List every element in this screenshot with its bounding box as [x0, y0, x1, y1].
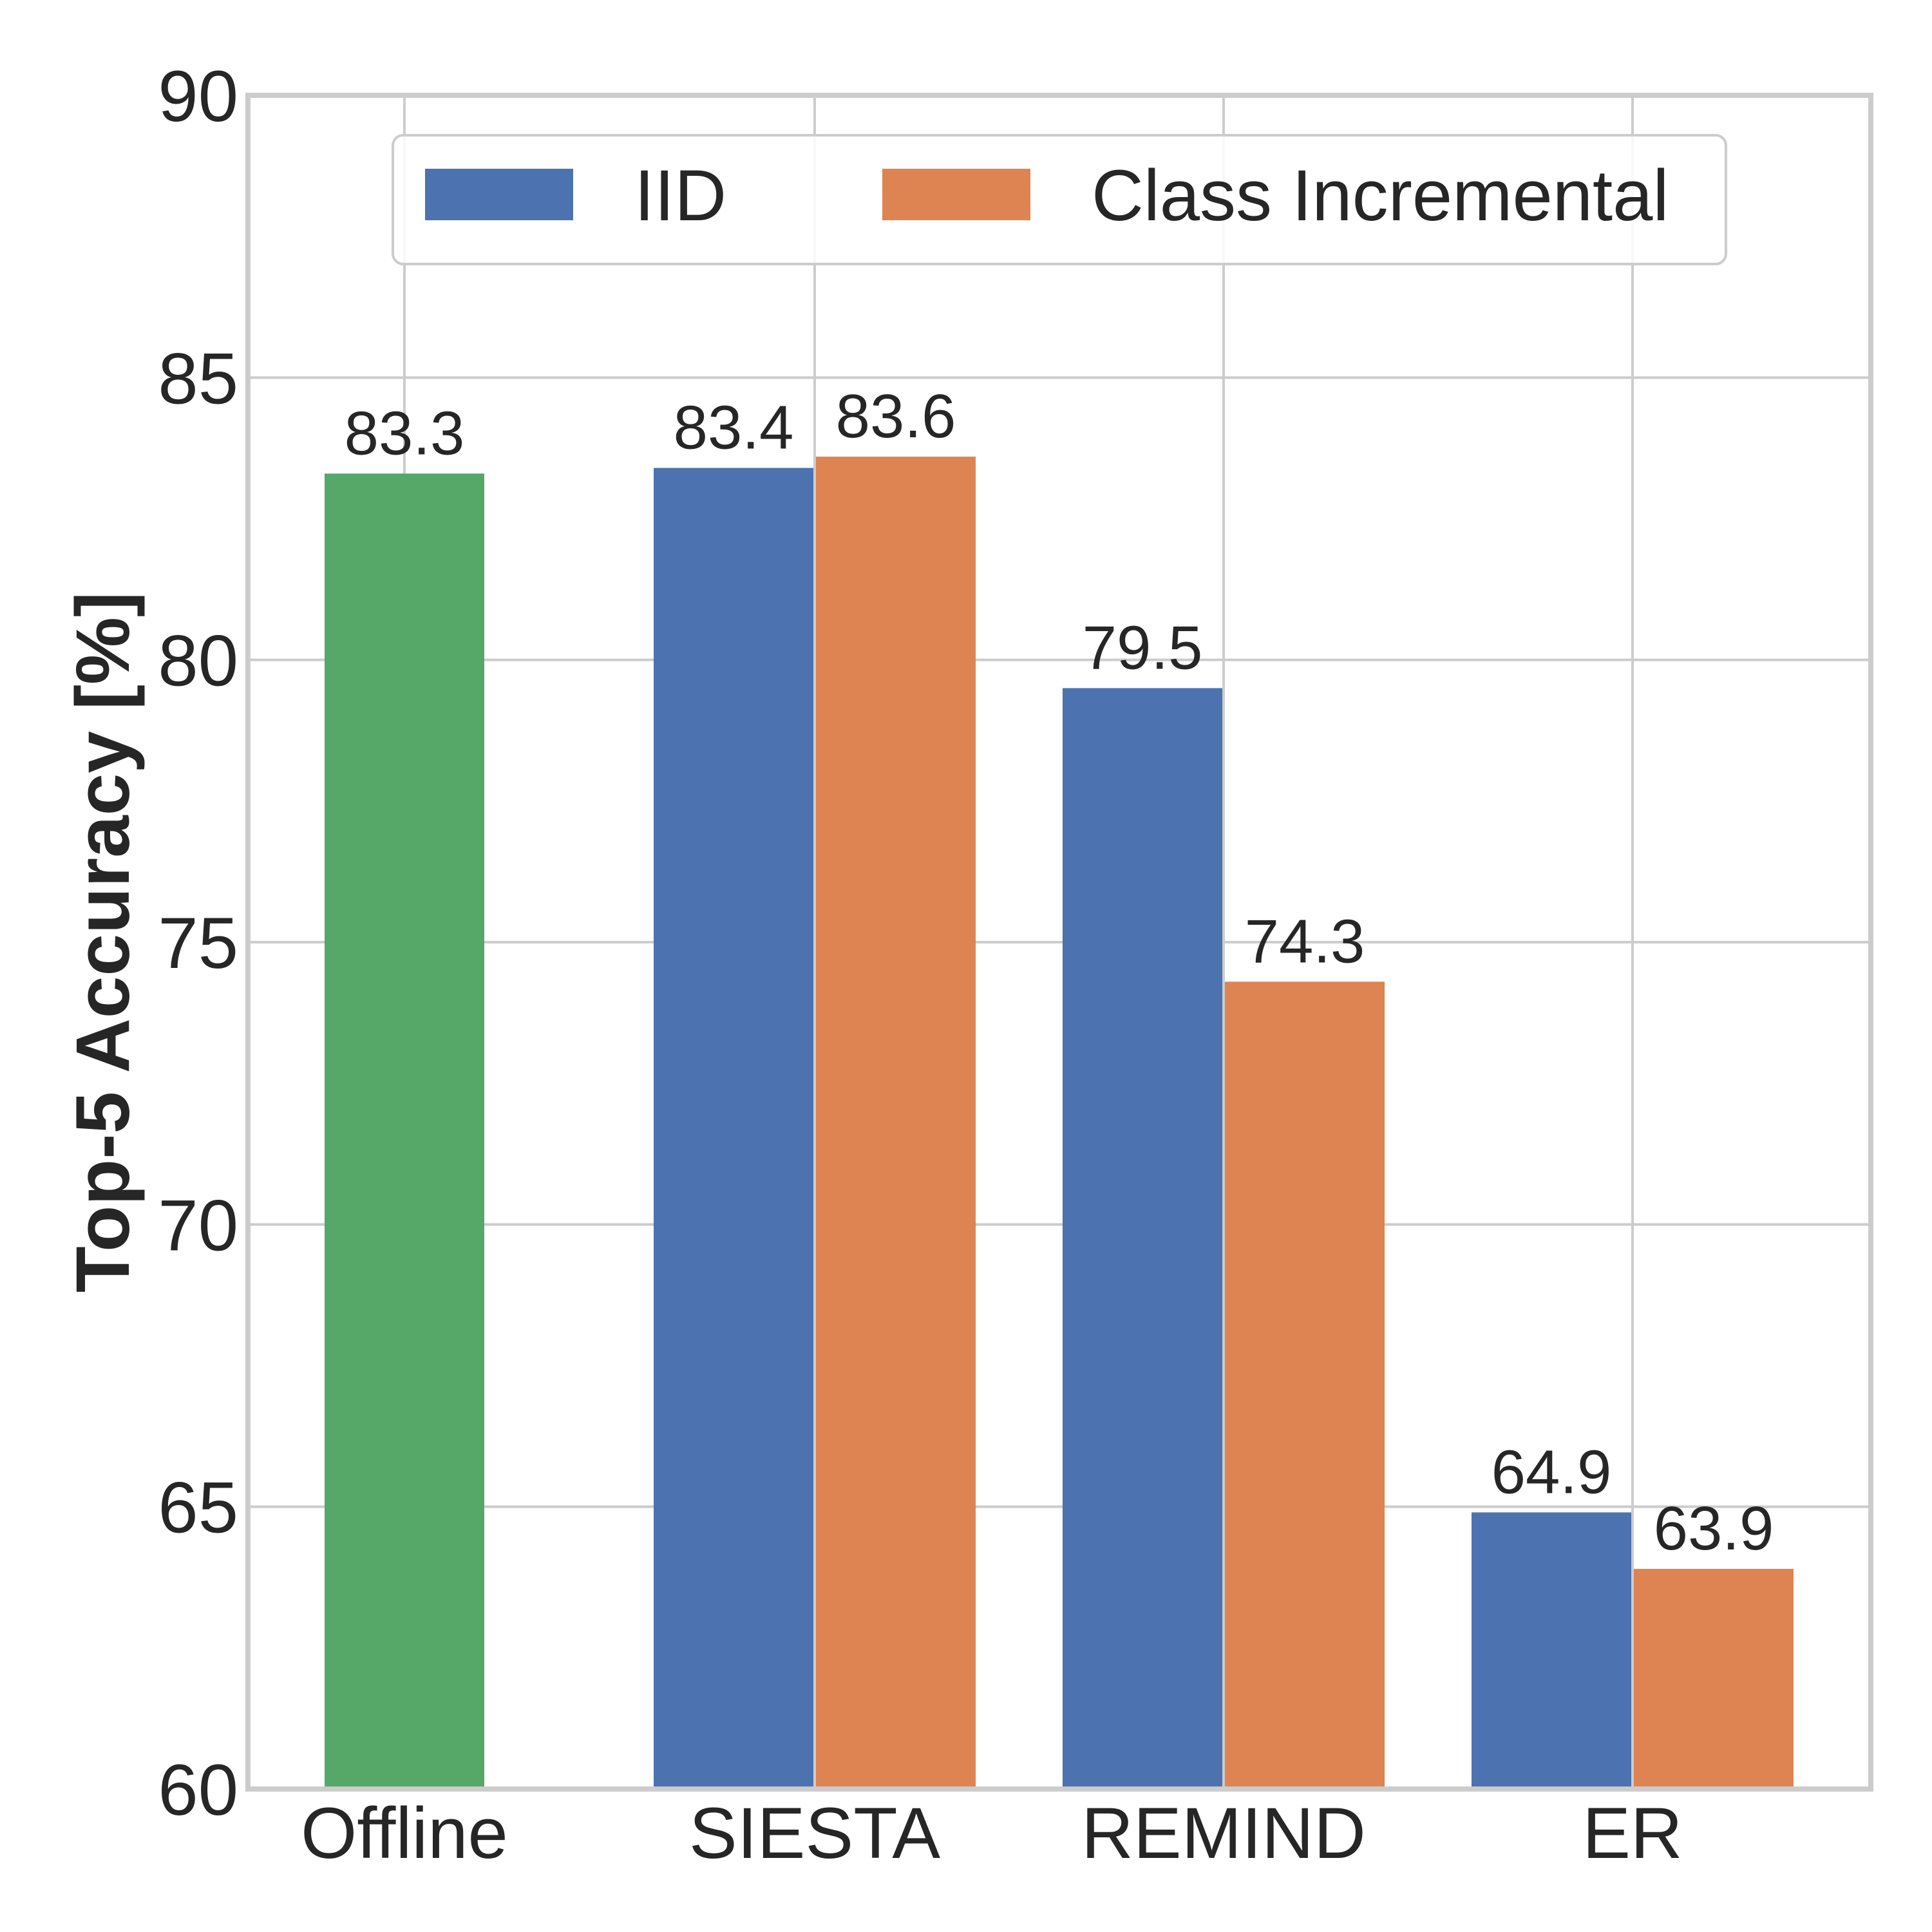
- bar-iid: [654, 468, 813, 1789]
- x-tick-label: ER: [1582, 1793, 1683, 1873]
- y-axis-label: Top-5 Accuracy [%]: [61, 592, 146, 1293]
- y-tick-label: 75: [158, 903, 238, 983]
- bar-iid: [1063, 688, 1222, 1789]
- data-label-ci: 74.3: [1245, 907, 1365, 976]
- bars: [325, 457, 1794, 1789]
- legend-frame: [392, 134, 1727, 265]
- x-tick-label: SIESTA: [689, 1793, 940, 1873]
- legend: IID Class Incremental: [392, 134, 1727, 265]
- bar-ci: [1225, 981, 1385, 1789]
- data-label-offline: 83.3: [345, 399, 465, 468]
- y-tick-label: 90: [158, 56, 238, 137]
- y-tick-label: 80: [158, 621, 238, 701]
- y-tick-label: 85: [158, 338, 238, 419]
- plot-frame: [245, 93, 1873, 1792]
- data-label-ci: 83.6: [836, 382, 956, 451]
- x-tick-label: Offline: [301, 1793, 508, 1873]
- x-axis-ticks: Offline SIESTA REMIND ER: [301, 1793, 1683, 1873]
- data-label-iid: 79.5: [1083, 614, 1203, 683]
- legend-label-class-incremental: Class Incremental: [1092, 155, 1669, 236]
- data-label-ci: 63.9: [1654, 1494, 1774, 1563]
- y-tick-label: 60: [158, 1750, 238, 1830]
- bar-iid: [1472, 1512, 1631, 1789]
- bar-ci: [1634, 1569, 1794, 1789]
- data-labels: 83.3 83.4 83.6 79.5 74.3 64.9 63.9: [345, 382, 1774, 1563]
- x-tick-label: REMIND: [1081, 1793, 1366, 1873]
- bar-offline: [325, 473, 484, 1789]
- y-tick-label: 70: [158, 1185, 238, 1265]
- y-axis-ticks: 60 65 70 75 80 85 90: [158, 56, 238, 1830]
- data-label-iid: 83.4: [674, 393, 794, 462]
- legend-label-iid: IID: [634, 155, 726, 236]
- legend-swatch-iid: [425, 169, 573, 220]
- data-label-iid: 64.9: [1492, 1437, 1612, 1506]
- gridlines: [248, 94, 1871, 1790]
- y-tick-label: 65: [158, 1468, 238, 1548]
- legend-swatch-class-incremental: [882, 169, 1030, 220]
- bar-ci: [816, 457, 976, 1789]
